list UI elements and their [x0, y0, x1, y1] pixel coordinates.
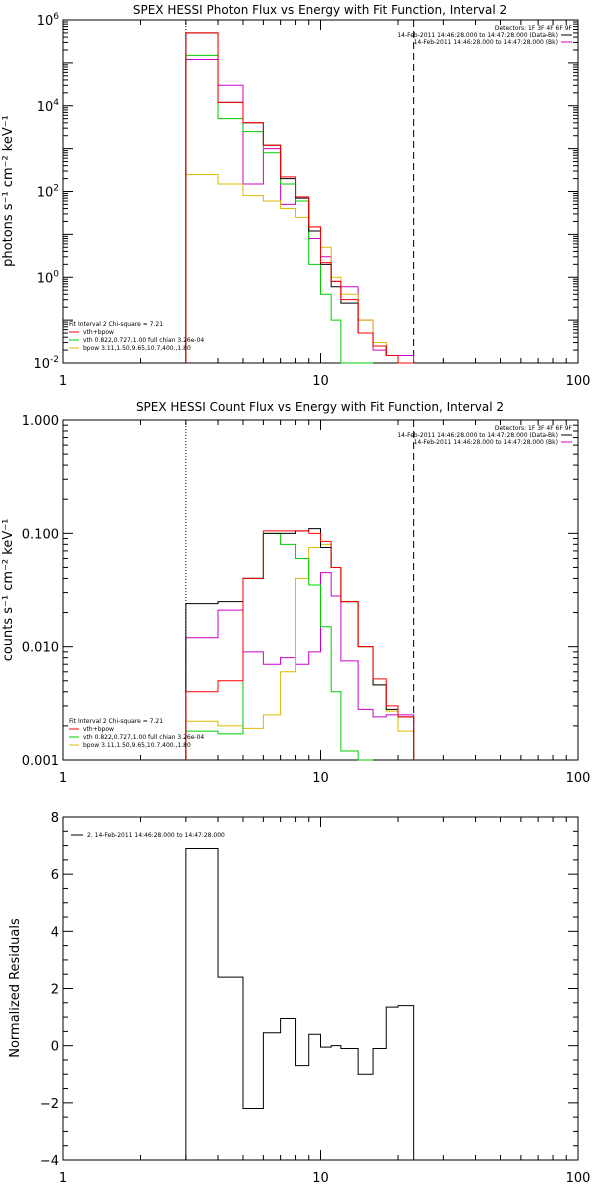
legend-top-entry: Detectors: 1F 3F 4F 6F 9F	[495, 25, 573, 32]
photon-flux-panel: SPEX HESSI Photon Flux vs Energy with Fi…	[1, 3, 590, 389]
y-tick-label: 0.001	[22, 754, 59, 769]
count-series	[185, 528, 415, 761]
count-legend-bottom: Fit Interval 2 Chi-square = 7.21vth+bpow…	[69, 718, 204, 749]
legend-bottom-entry: bpow 3.11,1.50,9.65,10.7,400.,1.80	[83, 742, 191, 749]
legend-bottom-entry: bpow 3.11,1.50,9.65,10.7,400.,1.80	[83, 345, 191, 352]
y-tick-label: 4	[51, 925, 59, 940]
x-tick-label: 1	[59, 771, 67, 786]
count-chart-title: SPEX HESSI Count Flux vs Energy with Fit…	[136, 400, 504, 414]
residuals-series	[185, 847, 415, 1160]
count-axis-ticks	[62, 420, 578, 761]
legend-top-entry: 2. 14-Feb-2011 14:46:28.000 to 14:47:28.…	[87, 832, 225, 839]
photon-vlines	[185, 20, 415, 363]
photon-y-axis-label: photons s⁻¹ cm⁻² keV⁻¹	[1, 115, 16, 267]
legend-bottom-entry: vth+bpow	[83, 726, 114, 733]
series-vth-line	[185, 532, 374, 761]
y-tick-label: 6	[51, 868, 59, 883]
series-bk-line	[185, 58, 415, 363]
photon-x-tick-labels: 1 10 100	[59, 374, 591, 389]
series-model_sum-line	[185, 32, 414, 364]
y-tick-label: 0	[51, 1040, 59, 1055]
series-vth-line	[185, 54, 374, 364]
photon-series	[185, 32, 415, 364]
x-tick-label: 10	[312, 1171, 329, 1186]
y-tick-label: 100	[37, 269, 60, 286]
series-model_sum-line	[185, 530, 415, 760]
x-tick-label: 100	[566, 771, 591, 786]
residuals-x-tick-labels: 1 10 100	[59, 1171, 591, 1186]
x-tick-label: 10	[312, 374, 329, 389]
y-tick-label: 1.000	[22, 414, 59, 429]
residuals-axis-ticks	[62, 816, 578, 1161]
legend-bottom-entry: Fit Interval 2 Chi-square = 7.21	[69, 718, 163, 725]
y-tick-label: 8	[51, 811, 59, 826]
x-tick-label: 10	[312, 771, 329, 786]
residuals-panel: Normalized Residuals 1 10 100 8 6 4 2 0 −2 −4 2.…	[8, 811, 590, 1186]
residuals-y-axis-label: Normalized Residuals	[8, 918, 23, 1058]
y-tick-label: −4	[40, 1154, 59, 1169]
series-total-line	[185, 847, 415, 1160]
y-tick-label: −2	[40, 1097, 59, 1112]
residuals-plot-frame	[62, 816, 579, 1161]
x-tick-label: 100	[566, 374, 591, 389]
legend-top-entry: 14-Feb-2011 14:46:28.000 to 14:47:28.000…	[414, 439, 558, 446]
legend-top-entry: 14-Feb-2011 14:46:28.000 to 14:47:28.000…	[414, 39, 558, 46]
legend-bottom-entry: vth 0.822,0.727,1.00 full chian 3.26e-04	[83, 337, 204, 344]
legend-bottom-entry: Fit Interval 2 Chi-square = 7.21	[69, 321, 163, 328]
count-y-tick-labels: 1.000 0.100 0.010 0.001	[22, 414, 59, 769]
legend-top-entry: 14-Feb-2011 14:46:28.000 to 14:47:28.000…	[397, 32, 558, 39]
series-bpow-line	[185, 173, 414, 364]
legend-top-entry: Detectors: 1F 3F 4F 6F 9F	[495, 425, 573, 432]
residuals-legend-top: 2. 14-Feb-2011 14:46:28.000 to 14:47:28.…	[71, 832, 225, 839]
y-tick-label: 102	[37, 184, 59, 201]
count-vlines	[185, 420, 415, 760]
y-tick-label: 0.010	[22, 641, 59, 656]
y-tick-label: 104	[37, 98, 60, 115]
photon-axis-ticks	[62, 20, 578, 364]
residuals-y-tick-labels: 8 6 4 2 0 −2 −4	[40, 811, 59, 1169]
series-bpow-line	[185, 543, 415, 760]
photon-plot-frame	[62, 19, 579, 364]
y-tick-label: 0.100	[22, 527, 59, 542]
y-tick-label: 10-2	[33, 355, 59, 372]
x-tick-label: 1	[59, 374, 67, 389]
count-y-axis-label: counts s⁻¹ cm⁻² keV⁻¹	[1, 519, 16, 662]
y-tick-label: 106	[37, 12, 60, 29]
series-total-line	[185, 528, 415, 760]
x-tick-label: 1	[59, 1171, 67, 1186]
legend-bottom-entry: vth+bpow	[83, 329, 114, 336]
photon-legend-bottom: Fit Interval 2 Chi-square = 7.21vth+bpow…	[69, 321, 204, 352]
series-bk-line	[185, 572, 415, 760]
photon-chart-title: SPEX HESSI Photon Flux vs Energy with Fi…	[133, 3, 507, 17]
series-total-line	[185, 32, 414, 364]
count-flux-panel: SPEX HESSI Count Flux vs Energy with Fit…	[1, 400, 590, 786]
photon-y-tick-labels: 106 104 102 100 10-2	[33, 12, 59, 372]
x-tick-label: 100	[566, 1171, 591, 1186]
legend-top-entry: 14-Feb-2011 14:46:28.000 to 14:47:28.000…	[397, 432, 558, 439]
count-x-tick-labels: 1 10 100	[59, 771, 591, 786]
legend-bottom-entry: vth 0.822,0.727,1.00 full chian 3.26e-04	[83, 734, 204, 741]
y-tick-label: 2	[51, 983, 59, 998]
